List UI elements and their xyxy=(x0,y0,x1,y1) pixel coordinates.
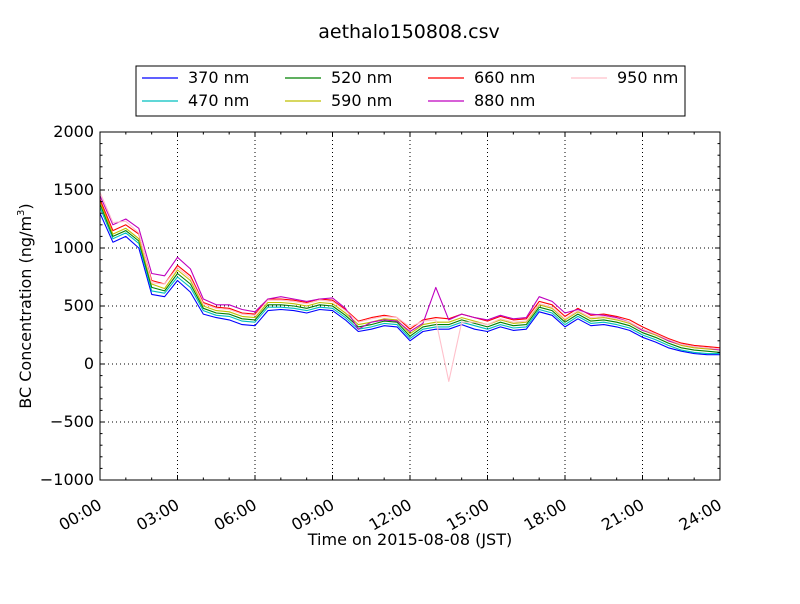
legend-label-520-nm: 520 nm xyxy=(331,68,392,87)
y-tick-label: 0 xyxy=(84,354,94,373)
legend-frame xyxy=(135,65,686,117)
legend-label-370-nm: 370 nm xyxy=(188,68,249,87)
series-line-520-nm xyxy=(99,203,721,353)
y-tick-label: 1000 xyxy=(53,238,94,257)
y-tick-label: 500 xyxy=(63,296,94,315)
y-axis-label-main: BC Concentration (ng/m xyxy=(16,216,35,409)
y-tick-label: −500 xyxy=(50,412,94,431)
legend-label-470-nm: 470 nm xyxy=(188,91,249,110)
series-line-950-nm xyxy=(99,192,721,382)
chart-title: aethalo150808.csv xyxy=(318,21,500,43)
series-line-370-nm xyxy=(99,212,720,356)
legend-label-950-nm: 950 nm xyxy=(617,68,678,87)
y-tick-label: 1500 xyxy=(53,180,94,199)
series-line-470-nm xyxy=(99,207,720,355)
y-tick-label: 2000 xyxy=(53,122,94,141)
y-axis-label: BC Concentration (ng/m3) xyxy=(16,203,35,408)
x-axis-label: Time on 2015-08-08 (JST) xyxy=(307,530,512,549)
y-axis-label-close: ) xyxy=(16,203,35,209)
plot-series xyxy=(99,192,721,382)
legend-label-880-nm: 880 nm xyxy=(474,91,535,110)
legend: 370 nm 470 nm 520 nm 590 nm 660 nm 880 nm 950 … xyxy=(135,65,686,117)
series-line-880-nm xyxy=(99,195,721,351)
series-line-590-nm xyxy=(99,201,721,351)
y-tick-label: −1000 xyxy=(40,470,94,489)
legend-label-660-nm: 660 nm xyxy=(474,68,535,87)
legend-label-590-nm: 590 nm xyxy=(331,91,392,110)
grid-lines xyxy=(100,132,720,480)
y-axis-label-superscript: 3 xyxy=(16,210,27,216)
